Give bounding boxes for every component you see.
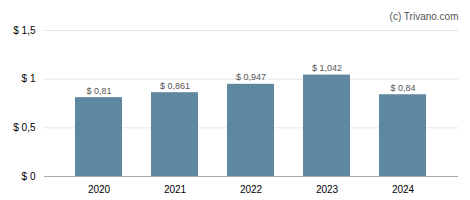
svg-text:2024: 2024 (392, 184, 415, 195)
svg-text:2022: 2022 (240, 184, 263, 195)
svg-text:$ 0,81: $ 0,81 (86, 86, 111, 96)
svg-text:$ 1: $ 1 (22, 73, 36, 84)
svg-text:$ 0: $ 0 (22, 171, 36, 182)
svg-text:$ 0,947: $ 0,947 (236, 72, 266, 82)
svg-text:(c) Trivano.com: (c) Trivano.com (390, 11, 459, 22)
svg-text:2020: 2020 (88, 184, 111, 195)
svg-text:$ 1,5: $ 1,5 (13, 25, 36, 36)
svg-text:$ 0,84: $ 0,84 (390, 83, 415, 93)
svg-text:$ 0,861: $ 0,861 (160, 81, 190, 91)
svg-text:2023: 2023 (316, 184, 339, 195)
svg-text:$ 0,5: $ 0,5 (13, 122, 36, 133)
svg-text:2021: 2021 (164, 184, 187, 195)
svg-text:$ 1,042: $ 1,042 (312, 63, 342, 73)
